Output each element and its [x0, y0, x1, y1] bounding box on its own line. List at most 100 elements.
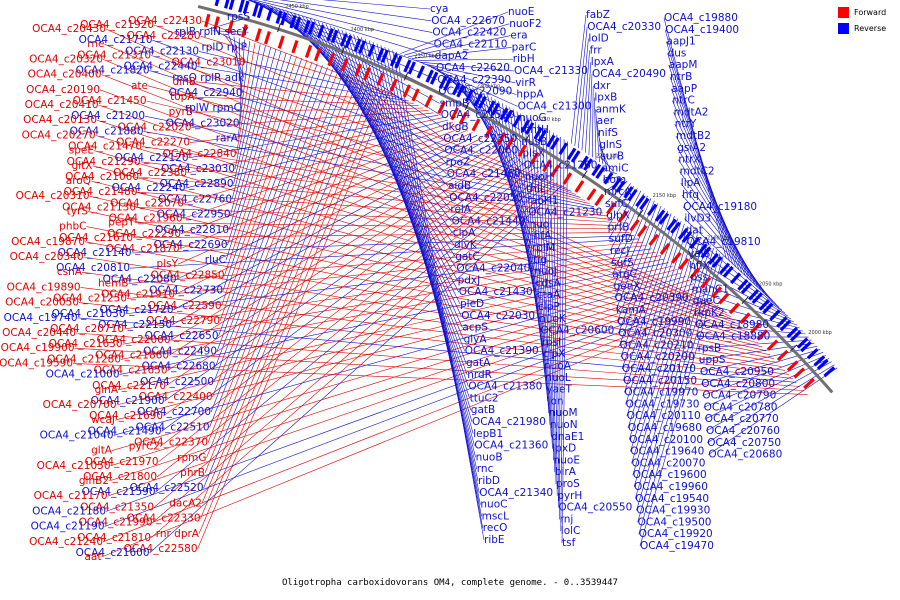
label-connector: [620, 213, 672, 358]
gene-label: pss: [690, 272, 708, 284]
reverse-gene-block: [376, 47, 385, 61]
label-connector: [104, 297, 711, 527]
label-connector: [430, 67, 518, 107]
gene-label: OCA4_c22810: [155, 224, 229, 236]
gene-label: nuoF2: [509, 18, 541, 30]
reverse-gene-block: [367, 43, 376, 58]
reverse-gene-block: [477, 95, 487, 109]
forward-gene-block: [437, 100, 446, 114]
label-connector: [102, 301, 715, 543]
label-connector: [233, 36, 243, 94]
forward-gene-block: [718, 292, 730, 305]
label-connector: [560, 139, 565, 532]
reverse-gene-block: [473, 93, 483, 107]
label-connector: [624, 221, 682, 393]
forward-gene-block: [659, 242, 671, 255]
gene-label: OCA4_c20210: [620, 339, 694, 351]
gene-label: OCA4_c22790: [146, 315, 220, 327]
gene-label: lolD: [588, 33, 608, 45]
forward-gene-block: [749, 322, 762, 335]
gene-label: nuoA: [544, 360, 572, 372]
forward-gene-block: [505, 137, 515, 150]
gene-label: divK: [454, 239, 478, 251]
forward-gene-block: [637, 224, 648, 238]
label-connector: [578, 38, 589, 149]
gene-label: OCA4_c20320: [29, 53, 103, 65]
reverse-gene-block: [696, 243, 708, 256]
gene-label: mntH: [520, 124, 549, 136]
label-connector: [233, 45, 266, 185]
kbp-tick-label: 2350 kbp: [414, 54, 438, 60]
label-connector: [279, 0, 432, 22]
gene-label: fabH1: [527, 195, 558, 207]
gene-label: glnA: [95, 384, 119, 396]
gene-label: glpX: [606, 210, 629, 222]
forward-gene-block: [402, 84, 411, 98]
gene-label: OCA4_c20790: [702, 390, 776, 402]
forward-gene-block: [550, 164, 560, 178]
label-connector: [113, 276, 686, 436]
gene-label: OCA4_c22420: [432, 27, 506, 39]
gene-label: pyrB: [169, 106, 193, 118]
gene-label: OCA4_c20100: [629, 434, 703, 446]
gene-label: nuoJ: [534, 266, 557, 278]
label-connector: [681, 194, 774, 302]
forward-gene-block: [700, 276, 712, 289]
gene-label: rpsQ rplR adk: [172, 72, 245, 84]
gene-label: nrdR: [467, 369, 492, 381]
label-connector: [708, 367, 838, 455]
gene-label: OCA4_c21310: [77, 49, 151, 61]
label-connector: [93, 150, 755, 340]
label-connector: [513, 109, 545, 367]
kbp-tick-label: 2300 kbp: [477, 84, 501, 90]
label-connectors: [72, 0, 838, 558]
gene-label: OCA4_c21430: [459, 286, 533, 298]
reverse-gene-block: [340, 33, 348, 47]
gene-label: dacA2: [169, 497, 202, 509]
gene-label: prfB: [608, 221, 630, 233]
gene-label: OCA4_c21580: [441, 109, 515, 121]
gene-label: aat: [85, 551, 102, 563]
gene-label: OCA4_c21900: [91, 395, 165, 407]
gene-label: OCA4_c19730: [626, 398, 700, 410]
label-connector: [357, 35, 473, 423]
gene-label: lipA: [681, 177, 701, 189]
reverse-gene-block: [591, 163, 602, 177]
label-connector: [224, 56, 297, 276]
label-connector: [619, 210, 669, 346]
label-connector: [86, 226, 774, 359]
legend-forward-label: Forward: [854, 8, 887, 17]
label-connector: [415, 58, 513, 61]
reverse-gene-block: [214, 0, 220, 7]
gene-label: ntrX: [678, 154, 700, 166]
label-connector: [596, 121, 604, 165]
label-connector: [159, 164, 530, 447]
gene-label: OCA4_c22620: [436, 62, 510, 74]
gene-label: OCA4_c23030: [161, 163, 235, 175]
reverse-gene-block: [800, 340, 812, 353]
reverse-gene-block: [520, 119, 531, 133]
gene-label: OCA4_c22240: [112, 182, 186, 194]
label-connector: [614, 200, 655, 299]
gene-label: pleD: [460, 298, 484, 310]
forward-gene-block: [776, 349, 789, 362]
gene-label: OCA4_c21460: [447, 168, 521, 180]
reverse-gene-block: [256, 4, 264, 19]
genome-backbone-arc: [197, 4, 834, 394]
gene-label: era: [510, 30, 527, 42]
gene-label: OCA4_c20270: [22, 129, 96, 141]
gene-label: OCA4_c20340: [10, 251, 84, 263]
gene-label: OCA4_c19920: [639, 528, 713, 540]
reverse-gene-block: [579, 155, 589, 169]
gene-label: OCA4_c19540: [635, 493, 709, 505]
forward-gene-block: [648, 233, 659, 246]
gene-label: nuoK: [539, 313, 567, 325]
gene-label: OCA4_c22130: [125, 45, 199, 57]
forward-gene-block: [313, 48, 322, 62]
label-connector: [135, 207, 621, 227]
forward-gene-block: [562, 172, 573, 185]
label-connector: [201, 20, 394, 95]
gene-label: mscL: [482, 510, 509, 522]
reverse-gene-block: [658, 212, 670, 225]
